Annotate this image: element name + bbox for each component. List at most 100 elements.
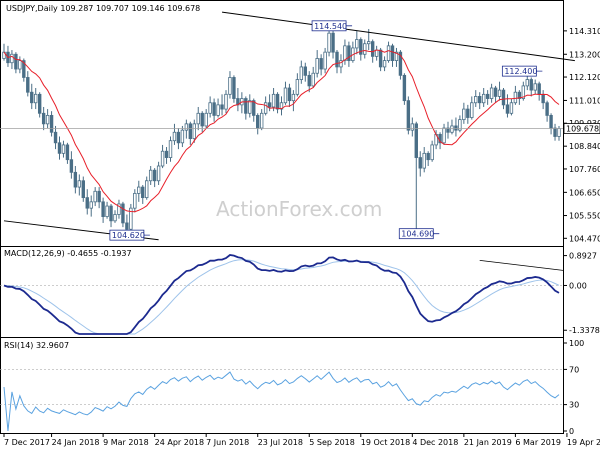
bull-candle [89,201,93,209]
bear-candle [14,53,18,70]
bear-candle [378,49,383,68]
bear-candle [517,91,522,99]
bull-candle [259,112,264,129]
bear-candle [57,142,62,154]
bear-candle [69,159,74,173]
bull-candle [533,83,537,91]
bear-candle [398,51,403,76]
bull-candle [283,87,288,104]
bull-candle [18,60,22,70]
bull-candle [474,96,478,104]
bull-candle [513,91,518,104]
bull-candle [525,79,529,87]
bear-candle [347,45,351,61]
rsi-tick-label: 30 [569,401,579,410]
bull-candle [442,127,446,144]
bull-candle [470,102,474,118]
watermark: ActionForex.com [216,197,382,221]
x-tick-label: 5 Sep 2018 [309,438,355,447]
bear-candle [37,93,42,114]
price-layer: 114.540 104.620 104.690 112.400 [0,11,575,241]
macd-panel-title: MACD(12,26,9) -0.4655 -0.1937 [4,249,132,258]
bull-candle [216,104,220,116]
price-tick-label: 104.470 [569,234,600,243]
macd-layer [0,254,564,335]
annotation-label: 112.400 [504,67,537,76]
bull-candle [291,93,296,102]
price-tick-label: 112.120 [569,73,600,82]
bear-candle [418,157,422,169]
macd-panel-frame [0,246,564,338]
bull-candle [117,203,121,215]
bull-candle [228,77,232,95]
annotation-label: 104.620 [112,231,145,240]
bear-candle [275,93,280,110]
moving-average-line [3,49,560,213]
bull-candle [224,93,228,110]
bear-candle [109,205,113,222]
bull-candle [156,165,161,182]
annotation-box [398,228,434,240]
bear-candle [446,127,450,133]
x-tick-label: 6 Mar 2019 [515,438,561,447]
price-tick-label: 106.650 [569,188,600,197]
bull-candle [77,180,82,188]
bear-candle [493,87,498,97]
bull-candle [430,144,434,161]
bear-candle [200,112,204,127]
trendline [221,11,575,62]
bull-candle [311,72,315,87]
annotation-label: 104.690 [401,230,434,239]
bear-candle [307,74,311,87]
bull-candle [355,39,359,49]
bear-candle [22,60,26,78]
bull-candle [208,102,212,114]
bull-candle [137,186,141,194]
x-tick-label: 24 Jan 2018 [52,438,100,447]
bull-candle [204,112,208,127]
bull-candle [323,51,327,70]
rsi-tick-label: 70 [569,365,579,374]
bear-candle [252,100,256,116]
main-panel-frame [0,0,564,247]
macd-tick-label: 0.00 [569,281,587,290]
bull-candle [295,79,300,95]
bear-candle [478,96,482,104]
bear-candle [406,100,411,131]
bull-candle [497,89,502,97]
bull-candle [248,100,252,114]
annotation-box [311,20,347,32]
bull-candle [481,93,486,104]
bear-candle [545,102,549,116]
macd-tick-label: -1.3378 [569,326,600,335]
bull-candle [343,45,347,61]
macd-tick-label: 0.8927 [569,252,597,261]
bull-candle [386,45,391,61]
bull-candle [382,60,387,68]
bull-candle [367,41,371,45]
bear-candle [121,203,125,224]
annotation-box [109,229,145,241]
last-price-label: 109.678 [566,125,599,134]
price-tick-label: 107.760 [569,165,600,174]
last-price-tag: 109.678 [563,123,600,134]
bear-candle [188,123,193,139]
bull-candle [184,123,189,131]
bull-candle [271,93,276,108]
x-tick-label: 19 Apr 2019 [567,438,600,447]
price-tick-label: 114.310 [569,27,600,36]
bear-candle [232,77,236,99]
bull-candle [180,129,185,144]
bull-candle [129,207,133,230]
bear-candle [319,58,323,70]
bull-candle [61,144,66,154]
rsi-layer [0,369,563,432]
rsi-panel-title: RSI(14) 32.9607 [4,341,69,350]
last-price-box [563,123,600,134]
bear-candle [390,45,395,61]
bear-candle [553,127,557,137]
x-tick-label: 7 Jun 2018 [206,438,249,447]
price-panel-title: USDJPY,Daily 109.287 109.707 109.146 109… [6,4,200,13]
